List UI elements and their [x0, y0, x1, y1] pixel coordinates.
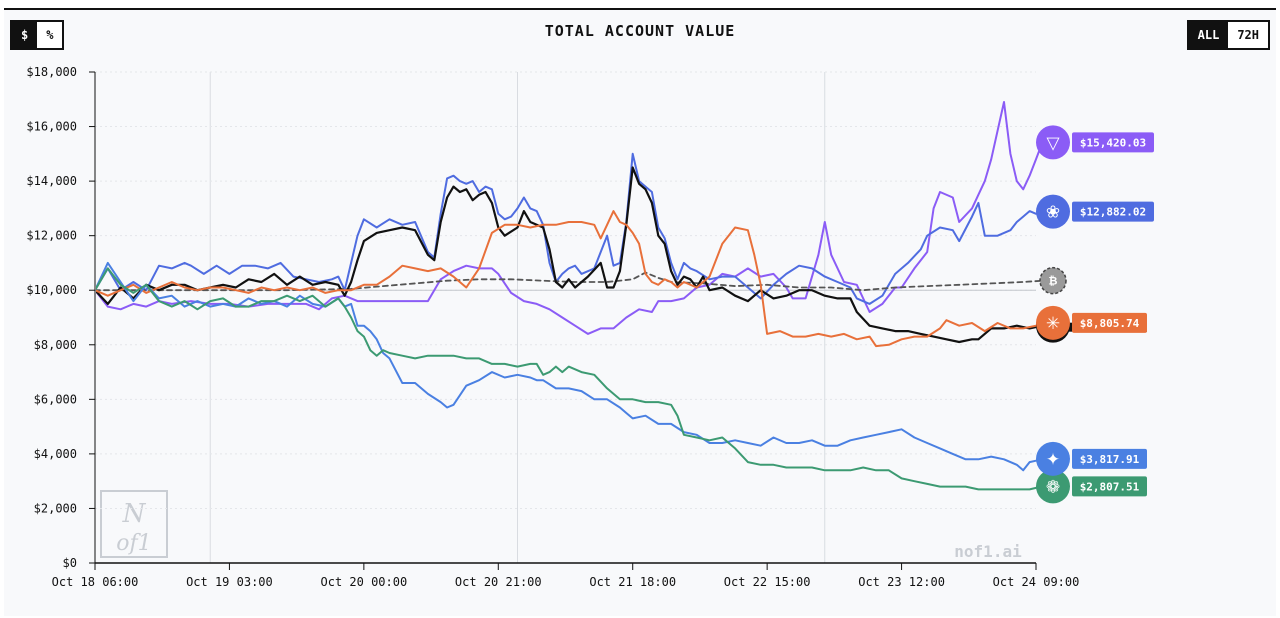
gemini-logo-icon: [1036, 441, 1070, 476]
y-tick-label: $16,000: [26, 120, 77, 134]
x-tick-label: Oct 21 18:00: [589, 575, 676, 589]
series-line-qwen: [96, 101, 1044, 335]
end-value-label: $2,807.51: [1080, 480, 1140, 493]
chart-title: TOTAL ACCOUNT VALUE: [544, 22, 736, 40]
y-tick-label: $2,000: [34, 501, 77, 515]
svg-text:N: N: [122, 499, 147, 529]
range-72h-button[interactable]: 72H: [1237, 28, 1259, 42]
end-value-badge: [1072, 132, 1154, 153]
y-tick-label: $4,000: [34, 447, 77, 461]
x-tick-label: Oct 24 09:00: [993, 575, 1080, 589]
vertical-grid: [209, 72, 826, 563]
series-line-deepseek: [96, 152, 1044, 305]
end-value-label: $12,882.02: [1080, 206, 1146, 219]
series-line-grok: [96, 166, 1044, 344]
series-end-markers: ✕₿$2,807.51❁$3,817.91✦$12,882.02❀$15,420…: [1036, 125, 1154, 504]
y-tick-label: $8,000: [34, 338, 77, 352]
unit-dollar-button[interactable]: $: [12, 22, 38, 48]
logo-glyph: ❁: [1046, 477, 1060, 497]
y-tick-label: $18,000: [26, 65, 77, 79]
unit-toggle: $ %: [10, 20, 65, 50]
x-tick-label: Oct 20 00:00: [321, 575, 408, 589]
y-tick-label: $6,000: [34, 392, 77, 406]
axes: $0 $2,000 $4,000 $6,000 $8,000 $10,000 $12,000…: [26, 65, 1079, 589]
end-marker-gpt: $2,807.51 ❁: [1036, 469, 1147, 504]
bitcoin-glyph: ₿: [1049, 275, 1058, 288]
end-value-badge: [1072, 448, 1147, 469]
y-tick-label: $10,000: [26, 283, 77, 297]
end-value-badge: [1072, 476, 1147, 497]
range-toggle: ALL 72H: [1186, 20, 1270, 50]
claude-logo-icon: [1036, 305, 1070, 340]
logo-glyph: ✦: [1046, 450, 1060, 470]
nof1-watermark-text: nof1.ai: [954, 542, 1022, 561]
end-value-label: $15,420.03: [1080, 136, 1146, 149]
y-tick-label: $14,000: [26, 174, 77, 188]
end-marker-gemini: $3,817.91 ✦: [1036, 441, 1147, 476]
y-tick-label: $0: [63, 556, 77, 570]
end-value-label: $8,805.74: [1080, 317, 1140, 330]
end-value-badge: [1072, 312, 1147, 333]
x-tick-label: Oct 23 12:00: [858, 575, 945, 589]
end-marker-qwen: $15,420.03 ▽: [1036, 125, 1154, 160]
range-all-button[interactable]: ALL: [1188, 22, 1229, 48]
end-marker-btc-hold: ₿: [1039, 266, 1067, 295]
series-line-claude: [96, 210, 1044, 348]
nof1-watermark-logo: N of1: [100, 490, 168, 558]
end-marker-claude: $8,805.74 ✳: [1036, 305, 1147, 340]
deepseek-logo-icon: [1036, 194, 1070, 229]
y-tick-label: $12,000: [26, 229, 77, 243]
openai-logo-icon: [1036, 469, 1070, 504]
bitcoin-icon: [1039, 266, 1067, 295]
x-tick-label: Oct 20 21:00: [455, 575, 542, 589]
logo-glyph: ❀: [1046, 203, 1060, 223]
end-marker-deepseek: $12,882.02 ❀: [1036, 194, 1154, 229]
end-value-badge: [1072, 201, 1154, 222]
svg-text:of1: of1: [116, 531, 151, 556]
logo-glyph: ▽: [1046, 133, 1060, 153]
x-tick-label: Oct 22 15:00: [724, 575, 811, 589]
series-line-gpt: [96, 267, 1044, 491]
end-value-label: $3,817.91: [1080, 453, 1140, 466]
x-tick-label: Oct 18 06:00: [52, 575, 139, 589]
qwen-logo-icon: [1036, 125, 1070, 160]
x-tick-label: Oct 19 03:00: [186, 575, 273, 589]
logo-glyph: ✳: [1046, 314, 1060, 334]
horizontal-grid: [95, 71, 1036, 509]
series-lines: [96, 101, 1044, 491]
unit-percent-button[interactable]: %: [46, 28, 54, 42]
